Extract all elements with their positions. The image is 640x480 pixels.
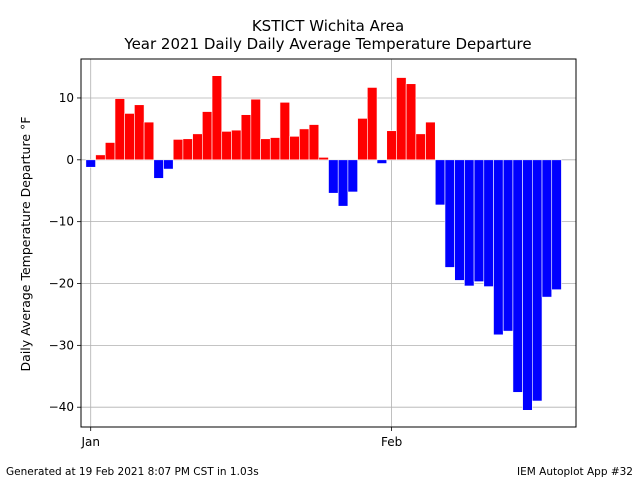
x-axis-ticks: Jan Feb	[80, 427, 402, 449]
bar	[153, 159, 164, 179]
footer-app: IEM Autoplot App #32	[517, 466, 633, 478]
bar	[182, 138, 193, 161]
bar	[289, 136, 300, 161]
y-axis-label: Daily Average Temperature Departure °F	[18, 117, 33, 372]
bar	[85, 159, 96, 168]
bar	[444, 159, 455, 268]
y-tick-label: −30	[49, 338, 74, 352]
bar	[134, 104, 145, 161]
bar	[231, 129, 242, 161]
y-tick-label: −10	[49, 215, 74, 229]
bar	[260, 138, 271, 161]
bar	[124, 113, 135, 161]
bar	[434, 159, 446, 206]
bars	[85, 75, 562, 411]
bar	[454, 159, 465, 281]
bar	[367, 87, 378, 161]
y-axis-ticks: 10 0 −10 −20 −30 −40	[49, 91, 81, 414]
bar	[522, 159, 533, 411]
bar	[269, 137, 281, 161]
bar	[202, 111, 213, 161]
chart-title: KSTICT Wichita Area	[252, 17, 404, 35]
bar	[143, 121, 155, 161]
y-tick-label: 0	[66, 153, 74, 167]
bar	[376, 159, 388, 164]
bar	[347, 159, 358, 193]
y-tick-label: −20	[49, 277, 74, 291]
bar	[221, 131, 232, 161]
bar	[483, 159, 494, 287]
bar	[512, 159, 523, 393]
bar	[211, 75, 223, 161]
y-tick-label: −40	[49, 400, 74, 414]
bar	[172, 139, 184, 161]
bar	[473, 159, 485, 282]
bar	[250, 98, 261, 161]
bar	[328, 159, 339, 194]
bar	[502, 159, 514, 332]
bar	[192, 133, 203, 161]
bar	[425, 121, 436, 161]
bar	[163, 159, 174, 170]
plot-frame	[80, 58, 577, 428]
bar	[318, 157, 329, 161]
bar	[396, 77, 407, 161]
bar	[279, 101, 290, 161]
bar	[386, 130, 397, 161]
bar	[541, 159, 553, 298]
bar	[493, 159, 504, 336]
bar	[337, 159, 349, 207]
y-tick-label: 10	[59, 91, 74, 105]
bar	[532, 159, 543, 402]
x-tick-label: Feb	[381, 435, 402, 449]
chart-subtitle: Year 2021 Daily Daily Average Temperatur…	[123, 35, 531, 53]
bar	[308, 124, 320, 161]
bar	[104, 142, 116, 161]
bar	[551, 159, 562, 290]
footer-generated: Generated at 19 Feb 2021 8:07 PM CST in …	[6, 466, 259, 478]
bar	[114, 98, 125, 161]
bar	[95, 154, 106, 161]
bar	[299, 128, 310, 161]
bar	[240, 114, 252, 161]
bar	[357, 118, 368, 161]
bar	[464, 159, 475, 287]
bar	[405, 83, 417, 161]
bar	[415, 133, 426, 161]
x-tick-label: Jan	[80, 435, 100, 449]
